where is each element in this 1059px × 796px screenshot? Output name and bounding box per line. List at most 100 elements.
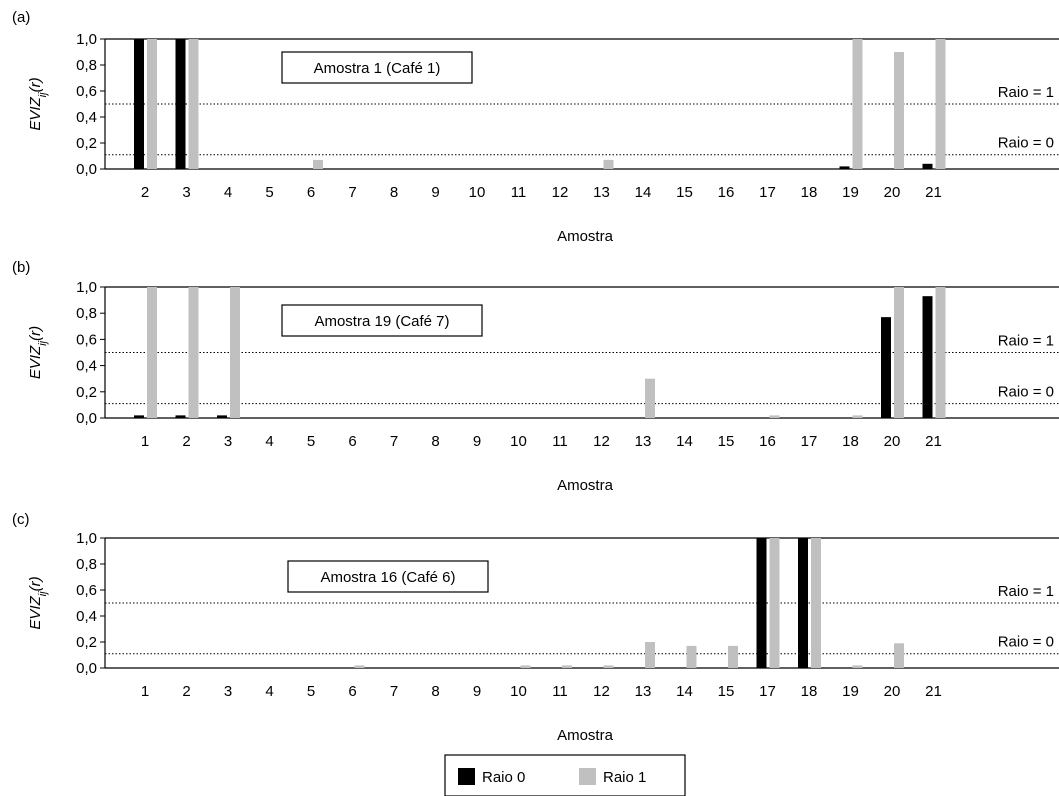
bar-raio-1 <box>769 415 780 418</box>
x-tick-label: 17 <box>759 184 776 201</box>
x-tick-label: 8 <box>431 683 439 700</box>
x-tick-label: 12 <box>552 184 569 201</box>
bar-raio-1 <box>894 643 904 668</box>
y-tick-label: 0,4 <box>76 109 97 126</box>
x-tick-label: 3 <box>224 433 232 450</box>
bar-raio-0 <box>798 538 808 668</box>
bar-raio-0 <box>922 296 933 418</box>
y-tick-label: 0,4 <box>76 358 97 375</box>
bar-raio-1 <box>769 538 780 668</box>
legend-frame <box>444 754 686 796</box>
bar-raio-1 <box>188 39 199 169</box>
y-axis-label: EVIZij(r) <box>27 576 49 629</box>
reference-label: Raio = 1 <box>998 333 1054 350</box>
bar-raio-1 <box>852 39 863 169</box>
annotation-box <box>281 304 483 337</box>
y-tick-label: 1,0 <box>76 31 97 48</box>
x-tick-label: 10 <box>510 433 527 450</box>
x-tick-label: 6 <box>307 184 315 201</box>
y-tick-label: 0,0 <box>76 161 97 178</box>
x-tick-label: 3 <box>224 683 232 700</box>
x-tick-label: 2 <box>141 184 149 201</box>
bar-raio-0 <box>175 39 186 169</box>
bar-raio-1 <box>894 52 904 169</box>
x-tick-label: 14 <box>676 433 693 450</box>
legend: Raio 0 Raio 1 <box>444 754 686 796</box>
reference-label: Raio = 1 <box>998 583 1054 600</box>
legend-label-raio-1: Raio 1 <box>603 769 646 786</box>
x-tick-label: 20 <box>884 184 901 201</box>
x-tick-label: 18 <box>801 683 818 700</box>
x-tick-label: 12 <box>593 433 610 450</box>
y-tick-label: 0,2 <box>76 135 97 152</box>
bar-raio-0 <box>839 166 850 169</box>
bar-raio-1 <box>147 39 157 169</box>
x-tick-label: 5 <box>265 184 273 201</box>
y-tick-label: 1,0 <box>76 279 97 296</box>
panel-label: (c) <box>12 511 30 528</box>
annotation-box <box>287 560 489 593</box>
bar-raio-1 <box>645 378 655 418</box>
bar-raio-1 <box>852 665 863 668</box>
x-axis-label: Amostra <box>557 727 614 744</box>
x-tick-label: 12 <box>593 683 610 700</box>
y-tick-label: 0,0 <box>76 660 97 677</box>
bar-raio-0 <box>134 39 144 169</box>
x-tick-label: 7 <box>390 433 398 450</box>
x-tick-label: 9 <box>473 683 481 700</box>
x-tick-label: 2 <box>182 433 190 450</box>
y-tick-label: 0,8 <box>76 556 97 573</box>
panel-label: (a) <box>12 9 30 26</box>
y-tick-label: 0,4 <box>76 608 97 625</box>
bar-raio-1 <box>188 287 199 418</box>
x-tick-label: 14 <box>676 683 693 700</box>
bar-raio-1 <box>313 159 323 169</box>
chart-panel-2: (b) 0,0 0,2 0,4 0,6 0,8 1,0 EVIZij(r) Raio = 1 Ra… <box>12 259 1059 494</box>
y-tick-label: 0,2 <box>76 384 97 401</box>
x-tick-label: 16 <box>718 184 735 201</box>
x-tick-label: 13 <box>635 433 652 450</box>
x-tick-label: 18 <box>801 184 818 201</box>
x-tick-label: 11 <box>552 683 568 700</box>
y-tick-label: 0,8 <box>76 305 97 322</box>
bar-raio-1 <box>230 287 240 418</box>
bar-raio-1 <box>354 665 365 668</box>
bar-raio-1 <box>603 665 614 668</box>
bar-raio-1 <box>728 645 738 668</box>
x-tick-label: 2 <box>182 683 190 700</box>
bar-raio-0 <box>881 317 891 418</box>
x-tick-label: 3 <box>182 184 190 201</box>
y-tick-label: 0,0 <box>76 410 97 427</box>
x-tick-label: 16 <box>759 433 776 450</box>
x-tick-label: 1 <box>141 433 149 450</box>
bar-raio-0 <box>175 415 186 418</box>
x-tick-label: 14 <box>635 184 652 201</box>
bar-raio-0 <box>134 415 144 418</box>
x-tick-label: 20 <box>884 683 901 700</box>
annotation-label: Amostra 16 (Café 6) <box>320 569 455 586</box>
bar-raio-1 <box>520 665 531 668</box>
x-tick-label: 10 <box>469 184 486 201</box>
y-tick-label: 0,2 <box>76 634 97 651</box>
x-tick-label: 13 <box>593 184 610 201</box>
x-tick-label: 8 <box>431 433 439 450</box>
bar-raio-1 <box>147 287 157 418</box>
annotation-box <box>281 51 473 84</box>
annotation-label: Amostra 19 (Café 7) <box>314 313 449 330</box>
x-tick-label: 21 <box>925 184 942 201</box>
x-tick-label: 19 <box>842 184 859 201</box>
x-tick-label: 8 <box>390 184 398 201</box>
x-tick-label: 18 <box>842 433 859 450</box>
y-tick-label: 0,6 <box>76 582 97 599</box>
reference-label: Raio = 0 <box>998 634 1054 651</box>
x-tick-label: 13 <box>635 683 652 700</box>
bar-raio-1 <box>935 39 946 169</box>
bar-raio-1 <box>935 287 946 418</box>
x-tick-label: 19 <box>842 683 859 700</box>
panels: (a) 0,0 0,2 0,4 0,6 0,8 1,0 EVIZij(r) Raio = 1 Ra… <box>12 9 1059 744</box>
y-axis-label: EVIZij(r) <box>27 77 49 130</box>
x-tick-label: 15 <box>718 683 735 700</box>
bar-raio-1 <box>645 642 655 668</box>
bar-raio-1 <box>852 415 863 418</box>
reference-label: Raio = 1 <box>998 84 1054 101</box>
